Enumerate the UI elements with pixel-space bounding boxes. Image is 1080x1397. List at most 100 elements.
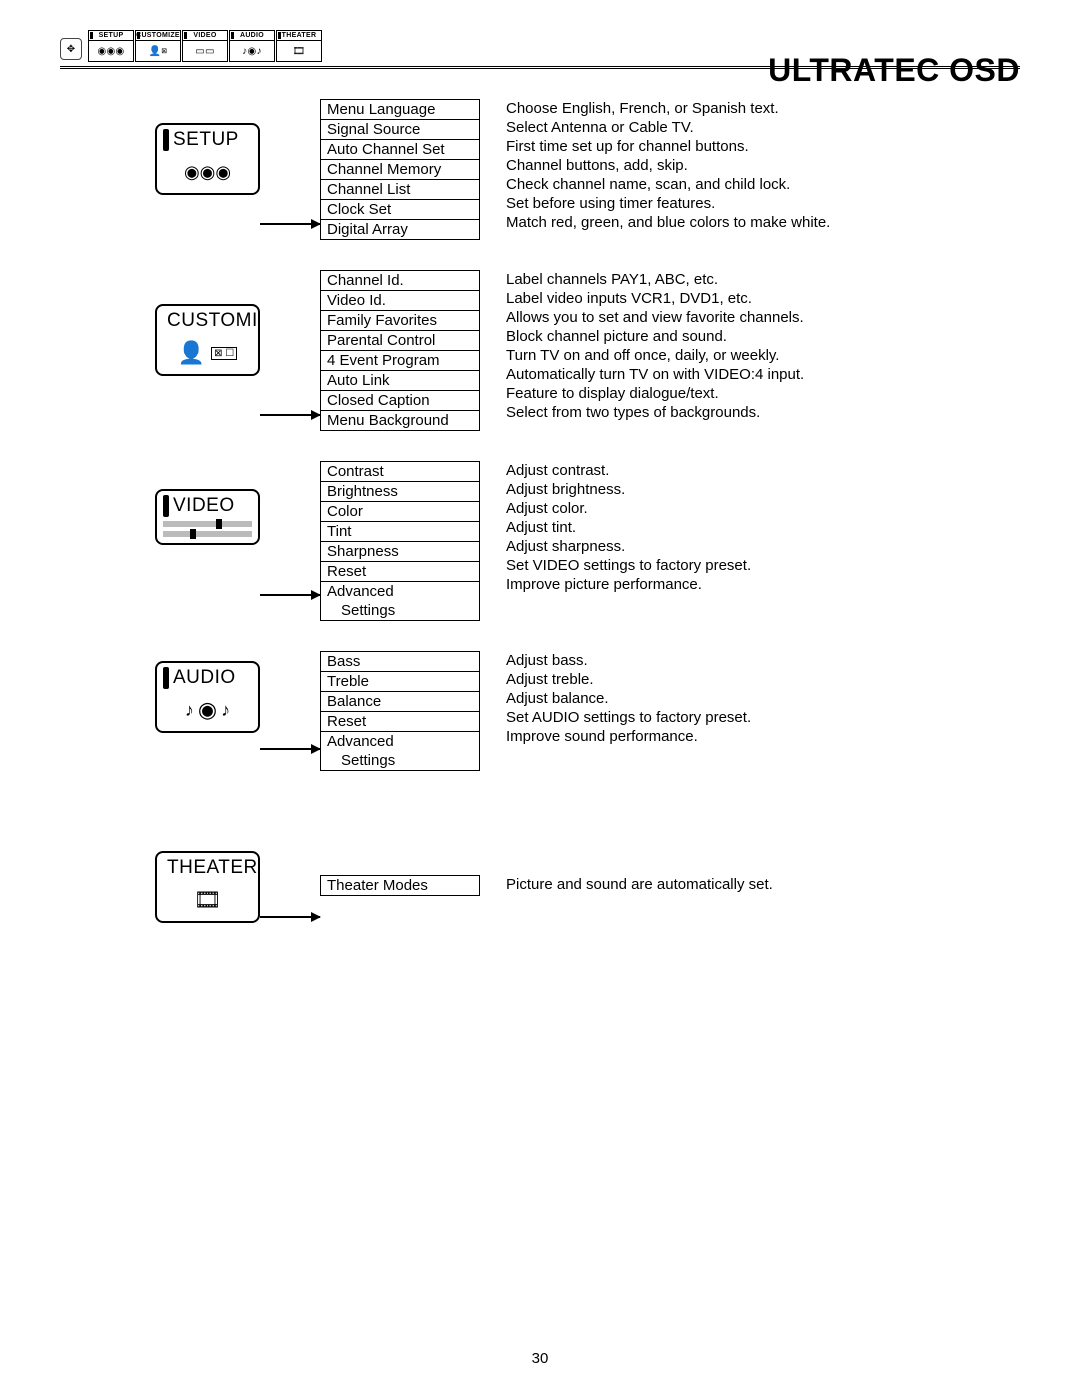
mini-tab-customize: CUSTOMIZE 👤⊠ — [135, 30, 181, 62]
item-desc: Adjust treble. — [500, 670, 1020, 689]
menu-box-label: VIDEO — [173, 495, 235, 517]
descriptions-setup: Choose English, French, or Spanish text.… — [500, 99, 1020, 232]
item-desc: Select Antenna or Cable TV. — [500, 118, 1020, 137]
content: SETUP ◉◉◉ Menu Language Signal Source Au… — [60, 99, 1020, 923]
menu-item-sub: Settings — [321, 751, 479, 771]
descriptions-customize: Label channels PAY1, ABC, etc. Label vid… — [500, 270, 1020, 422]
item-desc: Set VIDEO settings to factory preset. — [500, 556, 1020, 575]
menu-item: Reset — [321, 712, 479, 732]
item-desc: Feature to display dialogue/text. — [500, 384, 1020, 403]
mini-tab-audio: AUDIO ♪◉♪ — [229, 30, 275, 62]
menu-item: Auto Link — [321, 371, 479, 391]
descriptions-audio: Adjust bass. Adjust treble. Adjust balan… — [500, 651, 1020, 748]
item-desc: Label channels PAY1, ABC, etc. — [500, 270, 1020, 289]
section-video: VIDEO Contrast Brightness Color Tint Sha… — [60, 461, 1020, 621]
item-desc: Match red, green, and blue colors to mak… — [500, 213, 1020, 232]
menu-item-sub: Settings — [321, 601, 479, 621]
mini-tab-label: SETUP — [89, 31, 133, 41]
menu-item: Treble — [321, 672, 479, 692]
items-theater: Theater Modes — [320, 875, 480, 896]
page: ✥ SETUP ◉◉◉ CUSTOMIZE 👤⊠ VIDEO ▭▭ AUDIO … — [0, 0, 1080, 1397]
item-desc: Block channel picture and sound. — [500, 327, 1020, 346]
item-desc: Adjust tint. — [500, 518, 1020, 537]
item-desc: First time set up for channel buttons. — [500, 137, 1020, 156]
item-desc: Adjust bass. — [500, 651, 1020, 670]
item-desc — [500, 594, 1020, 596]
item-desc: Adjust balance. — [500, 689, 1020, 708]
item-desc: Automatically turn TV on with VIDEO:4 in… — [500, 365, 1020, 384]
item-desc: Adjust color. — [500, 499, 1020, 518]
speaker-icon: ♪ ◉ ♪ — [157, 689, 258, 731]
mini-tab-label: VIDEO — [183, 31, 227, 41]
arrow-icon — [260, 748, 320, 750]
menu-item: Balance — [321, 692, 479, 712]
item-desc: Select from two types of backgrounds. — [500, 403, 1020, 422]
menu-item: Channel Id. — [321, 271, 479, 291]
item-desc: Adjust sharpness. — [500, 537, 1020, 556]
menu-item: Color — [321, 502, 479, 522]
menu-box-theater: THEATER 🎞 — [155, 851, 260, 923]
page-number: 30 — [0, 1350, 1080, 1367]
mini-tab-theater: THEATER 🎞 — [276, 30, 322, 62]
item-desc: Label video inputs VCR1, DVD1, etc. — [500, 289, 1020, 308]
item-desc: Picture and sound are automatically set. — [500, 875, 1020, 894]
dials-icon: ◉◉◉ — [89, 41, 133, 61]
page-title: ULTRATEC OSD — [768, 52, 1020, 89]
menu-item: Advanced — [321, 732, 479, 751]
menu-item: Digital Array — [321, 220, 479, 240]
menu-item: Signal Source — [321, 120, 479, 140]
item-desc: Set before using timer features. — [500, 194, 1020, 213]
arrow-icon — [260, 414, 320, 416]
person-icon: 👤⊠ — [136, 41, 180, 61]
film-icon: 🎞 — [277, 41, 321, 61]
menu-item: Clock Set — [321, 200, 479, 220]
item-desc: Adjust brightness. — [500, 480, 1020, 499]
section-audio: AUDIO ♪ ◉ ♪ Bass Treble Balance Reset Ad… — [60, 651, 1020, 771]
menu-box-customize: CUSTOMIZE 👤⊠ ☐ — [155, 304, 260, 376]
person-icon: 👤⊠ ☐ — [157, 332, 258, 374]
item-desc: Turn TV on and off once, daily, or weekl… — [500, 346, 1020, 365]
menu-box-video: VIDEO — [155, 489, 260, 545]
section-customize: CUSTOMIZE 👤⊠ ☐ Channel Id. Video Id. Fam… — [60, 270, 1020, 431]
mini-tab-label: THEATER — [277, 31, 321, 41]
menu-item: Video Id. — [321, 291, 479, 311]
menu-item: Channel Memory — [321, 160, 479, 180]
menu-item: Sharpness — [321, 542, 479, 562]
menu-item: Advanced — [321, 582, 479, 601]
mini-tab-label: CUSTOMIZE — [136, 31, 180, 41]
film-icon: 🎞 — [157, 879, 258, 921]
items-video: Contrast Brightness Color Tint Sharpness… — [320, 461, 480, 621]
menu-item: Theater Modes — [321, 876, 479, 896]
menu-item: Bass — [321, 652, 479, 672]
item-desc: Check channel name, scan, and child lock… — [500, 175, 1020, 194]
item-desc: Adjust contrast. — [500, 461, 1020, 480]
menu-box-setup: SETUP ◉◉◉ — [155, 123, 260, 195]
menu-box-label: THEATER — [167, 857, 258, 879]
menu-box-audio: AUDIO ♪ ◉ ♪ — [155, 661, 260, 733]
menu-item: Closed Caption — [321, 391, 479, 411]
item-desc: Set AUDIO settings to factory preset. — [500, 708, 1020, 727]
item-desc — [500, 746, 1020, 748]
item-desc: Allows you to set and view favorite chan… — [500, 308, 1020, 327]
descriptions-theater: Picture and sound are automatically set. — [500, 875, 1020, 894]
menu-item: 4 Event Program — [321, 351, 479, 371]
menu-item: Tint — [321, 522, 479, 542]
arrow-icon — [260, 223, 320, 225]
menu-item: Auto Channel Set — [321, 140, 479, 160]
menu-box-label: AUDIO — [173, 667, 236, 689]
menu-item: Contrast — [321, 462, 479, 482]
menu-item: Menu Background — [321, 411, 479, 431]
arrow-icon — [260, 916, 320, 918]
sliders-icon: ▭▭ — [183, 41, 227, 61]
menu-item: Channel List — [321, 180, 479, 200]
items-audio: Bass Treble Balance Reset Advanced Setti… — [320, 651, 480, 771]
menu-item: Menu Language — [321, 100, 479, 120]
menu-item: Reset — [321, 562, 479, 582]
section-theater: THEATER 🎞 Theater Modes Picture and soun… — [60, 851, 1020, 923]
menu-item: Family Favorites — [321, 311, 479, 331]
menu-box-label: SETUP — [173, 129, 239, 151]
mini-tab-label: AUDIO — [230, 31, 274, 41]
sliders-icon — [157, 517, 258, 543]
section-setup: SETUP ◉◉◉ Menu Language Signal Source Au… — [60, 99, 1020, 240]
menu-box-label: CUSTOMIZE — [167, 310, 260, 332]
